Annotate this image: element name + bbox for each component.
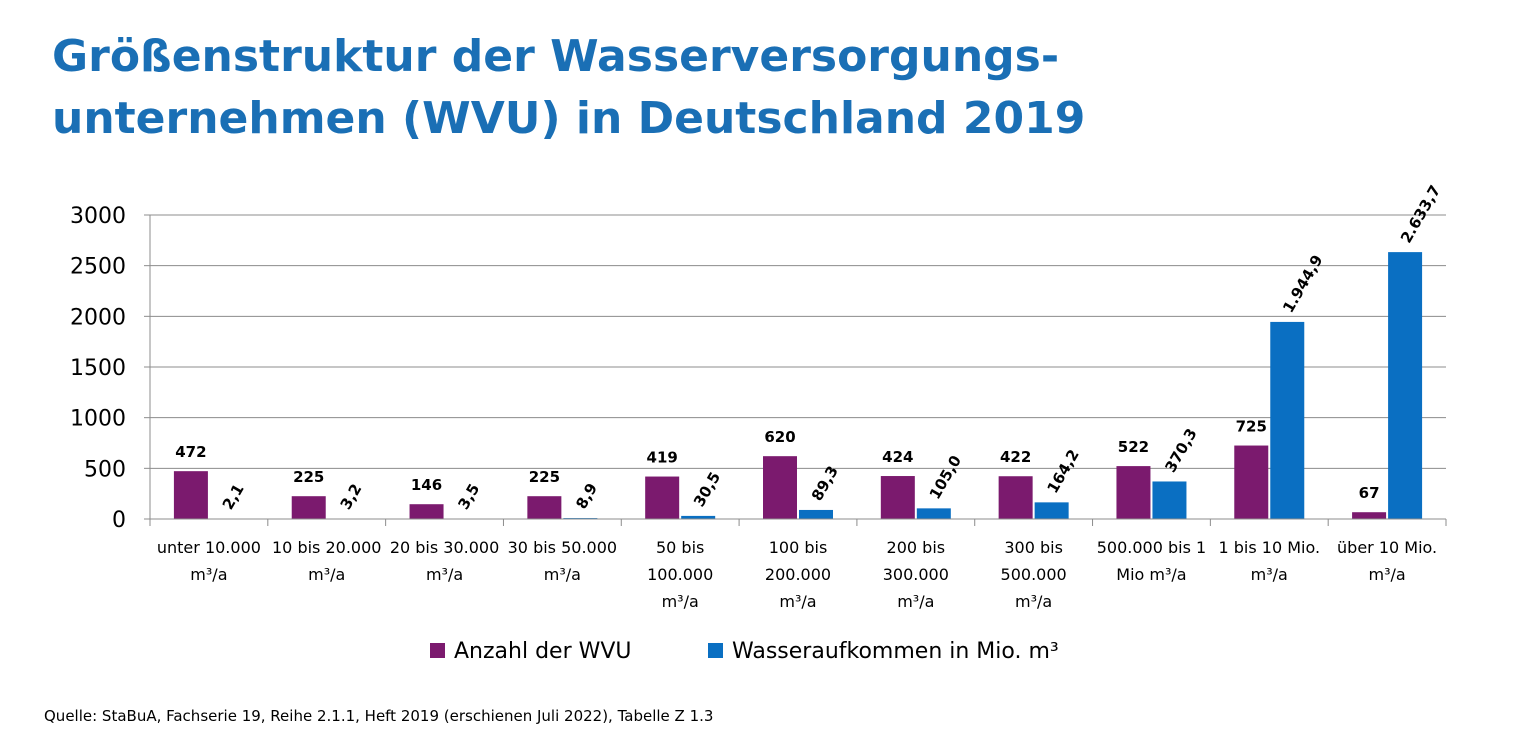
legend-swatch-0 bbox=[430, 643, 445, 658]
category-label: 200 bis 300.000 m³/a bbox=[883, 538, 949, 611]
legend-label: Anzahl der WVU bbox=[454, 639, 632, 664]
data-label-wasseraufkommen: 2,1 bbox=[219, 481, 248, 513]
y-tick-label: 2000 bbox=[70, 305, 126, 330]
category-label: 30 bis 50.000 m³/a bbox=[508, 538, 617, 584]
data-label-anzahl: 620 bbox=[764, 428, 795, 446]
data-label-wasseraufkommen: 3,2 bbox=[337, 481, 366, 513]
bar-anzahl-7 bbox=[998, 476, 1033, 519]
category-label: unter 10.000 m³/a bbox=[157, 538, 261, 584]
bar-anzahl-5 bbox=[763, 456, 797, 519]
y-tick-label: 0 bbox=[112, 508, 126, 533]
bar-wasseraufkommen-10 bbox=[1388, 252, 1423, 519]
bar-chart: 0 500 1000 1500 2000 2500 3000 unter 10.000 m³/… bbox=[70, 182, 1447, 664]
page-title: Größenstruktur der Wasserversorgungs- un… bbox=[52, 26, 1085, 150]
chart-bars bbox=[173, 252, 1423, 519]
legend-label: Wasseraufkommen in Mio. m³ bbox=[732, 639, 1059, 664]
y-tick-label: 500 bbox=[84, 457, 126, 482]
bar-anzahl-3 bbox=[527, 496, 562, 519]
title-line-2: unternehmen (WVU) in Deutschland 2019 bbox=[52, 93, 1086, 144]
data-label-anzahl: 725 bbox=[1236, 418, 1267, 436]
bar-anzahl-8 bbox=[1116, 466, 1151, 519]
category-label: 100 bis 200.000 m³/a bbox=[765, 538, 831, 611]
data-label-anzahl: 225 bbox=[293, 468, 324, 486]
data-label-anzahl: 522 bbox=[1118, 438, 1149, 456]
bar-anzahl-6 bbox=[880, 476, 915, 519]
data-label-wasseraufkommen: 1.944,9 bbox=[1279, 252, 1326, 316]
bar-wasseraufkommen-6 bbox=[916, 508, 951, 519]
data-label-wasseraufkommen: 2.633,7 bbox=[1397, 182, 1444, 246]
data-label-wasseraufkommen: 8,9 bbox=[572, 480, 601, 512]
category-label: 10 bis 20.000 m³/a bbox=[272, 538, 381, 584]
bar-anzahl-10 bbox=[1352, 512, 1387, 519]
y-axis-ticks: 0 500 1000 1500 2000 2500 3000 bbox=[70, 204, 151, 533]
bar-anzahl-1 bbox=[291, 496, 326, 519]
data-label-anzahl: 225 bbox=[529, 468, 560, 486]
data-label-anzahl: 422 bbox=[1000, 448, 1031, 466]
y-tick-label: 3000 bbox=[70, 204, 126, 229]
data-label-anzahl: 472 bbox=[175, 443, 206, 461]
x-axis bbox=[149, 518, 1447, 526]
bar-wasseraufkommen-7 bbox=[1034, 502, 1069, 519]
category-label: 500.000 bis 1 Mio m³/a bbox=[1097, 538, 1206, 584]
data-label-anzahl: 419 bbox=[647, 449, 678, 467]
category-labels: unter 10.000 m³/a10 bis 20.000 m³/a20 bis … bbox=[157, 538, 1437, 611]
data-label-anzahl: 146 bbox=[411, 476, 442, 494]
bar-anzahl-9 bbox=[1234, 445, 1269, 519]
bar-wasseraufkommen-9 bbox=[1270, 321, 1305, 519]
y-tick-label: 1000 bbox=[70, 407, 126, 432]
data-label-wasseraufkommen: 105,0 bbox=[926, 452, 965, 502]
category-label: 300 bis 500.000 m³/a bbox=[1001, 538, 1067, 611]
category-label: 50 bis 100.000 m³/a bbox=[647, 538, 713, 611]
category-label: 1 bis 10 Mio. m³/a bbox=[1218, 538, 1320, 584]
bar-anzahl-2 bbox=[409, 504, 444, 519]
category-label: über 10 Mio. m³/a bbox=[1337, 538, 1437, 584]
chart-legend: Anzahl der WVU Wasseraufkommen in Mio. m³ bbox=[430, 639, 1059, 664]
y-tick-label: 1500 bbox=[70, 356, 126, 381]
data-label-anzahl: 424 bbox=[882, 448, 913, 466]
source-note: Quelle: StaBuA, Fachserie 19, Reihe 2.1.… bbox=[44, 707, 714, 725]
category-label: 20 bis 30.000 m³/a bbox=[390, 538, 499, 584]
bar-wasseraufkommen-5 bbox=[799, 509, 833, 519]
data-label-wasseraufkommen: 164,2 bbox=[1044, 446, 1083, 496]
bar-anzahl-0 bbox=[173, 471, 208, 519]
chart-gridlines bbox=[150, 214, 1446, 469]
data-label-anzahl: 67 bbox=[1359, 484, 1380, 502]
bar-anzahl-4 bbox=[645, 476, 680, 519]
data-label-wasseraufkommen: 3,5 bbox=[454, 481, 483, 513]
title-line-1: Größenstruktur der Wasserversorgungs- bbox=[52, 31, 1060, 82]
y-tick-label: 2500 bbox=[70, 255, 126, 280]
legend-swatch-1 bbox=[708, 643, 723, 658]
bar-wasseraufkommen-8 bbox=[1152, 481, 1187, 519]
data-label-wasseraufkommen: 30,5 bbox=[690, 469, 724, 510]
bar-wasseraufkommen-4 bbox=[681, 515, 716, 519]
data-label-wasseraufkommen: 89,3 bbox=[808, 463, 842, 504]
